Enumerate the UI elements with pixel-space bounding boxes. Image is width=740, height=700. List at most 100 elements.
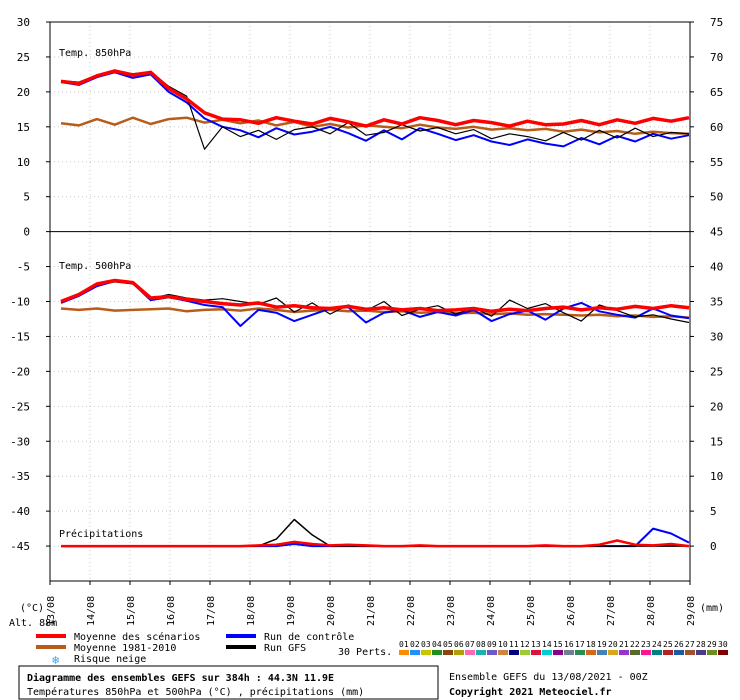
member-swatch bbox=[674, 650, 684, 655]
tick-label-date: 17/08 bbox=[206, 596, 217, 626]
legend-label-mean: Moyenne des scénarios bbox=[74, 631, 200, 643]
tick-label-right: 55 bbox=[710, 156, 723, 169]
line-t850-mean bbox=[60, 69, 690, 128]
member-label: 22 bbox=[630, 640, 640, 649]
member-swatch bbox=[498, 650, 508, 655]
tick-label-left: 25 bbox=[17, 51, 30, 64]
member-swatch bbox=[641, 650, 651, 655]
member-label: 30 bbox=[718, 640, 728, 649]
member-label: 25 bbox=[663, 640, 673, 649]
member-swatch bbox=[696, 650, 706, 655]
member-label: 15 bbox=[553, 640, 563, 649]
tick-label-date: 13/08 bbox=[46, 596, 57, 626]
left-unit-label: (°C) bbox=[20, 603, 44, 614]
member-swatch bbox=[520, 650, 530, 655]
altitude-label: Alt. 88m bbox=[9, 618, 57, 629]
tick-label-right: 30 bbox=[710, 330, 723, 343]
member-swatch bbox=[707, 650, 717, 655]
tick-label-date: 19/08 bbox=[286, 596, 297, 626]
tick-label-right: 15 bbox=[710, 435, 723, 448]
tick-label-date: 16/08 bbox=[166, 596, 177, 626]
member-swatch bbox=[476, 650, 486, 655]
tick-label-left: 10 bbox=[17, 156, 30, 169]
member-swatch bbox=[575, 650, 585, 655]
member-swatch bbox=[597, 650, 607, 655]
tick-label-date: 22/08 bbox=[406, 596, 417, 626]
member-label: 17 bbox=[575, 640, 585, 649]
member-label: 01 bbox=[399, 640, 409, 649]
member-legend: 01 02 03 04 05 06 07 08 09 10 11 12 13 14 15 16 17 18 19 20… bbox=[399, 640, 728, 655]
line-t500-clim bbox=[60, 307, 690, 319]
member-swatch bbox=[509, 650, 519, 655]
tick-label-left: 5 bbox=[23, 191, 30, 204]
member-swatch bbox=[542, 650, 552, 655]
member-label: 05 bbox=[443, 640, 453, 649]
member-swatch bbox=[553, 650, 563, 655]
tick-label-date: 29/08 bbox=[686, 596, 697, 626]
tick-label-left: -35 bbox=[10, 470, 30, 483]
right-unit-label: (mm) bbox=[700, 603, 724, 614]
member-label: 11 bbox=[509, 640, 519, 649]
tick-label-right: 20 bbox=[710, 400, 723, 413]
member-swatch bbox=[531, 650, 541, 655]
line-t500-mean bbox=[60, 278, 690, 314]
tick-label-right: 45 bbox=[710, 226, 723, 239]
tick-label-left: -20 bbox=[10, 365, 30, 378]
tick-label-right: 50 bbox=[710, 191, 723, 204]
tick-label-left: 0 bbox=[23, 226, 30, 239]
member-label: 09 bbox=[487, 640, 497, 649]
member-label: 12 bbox=[520, 640, 530, 649]
tick-label-date: 15/08 bbox=[126, 596, 137, 626]
member-label: 06 bbox=[454, 640, 464, 649]
member-swatch bbox=[465, 650, 475, 655]
line-precip-mean bbox=[61, 539, 690, 548]
member-label: 16 bbox=[564, 640, 574, 649]
member-swatch bbox=[685, 650, 695, 655]
member-label: 14 bbox=[542, 640, 552, 649]
run-info: Ensemble GEFS du 13/08/2021 - 00Z bbox=[449, 672, 648, 683]
member-swatch bbox=[443, 650, 453, 655]
tick-label-right: 25 bbox=[710, 365, 723, 378]
member-label: 23 bbox=[641, 640, 651, 649]
member-label: 27 bbox=[685, 640, 695, 649]
member-label: 24 bbox=[652, 640, 662, 649]
tick-label-date: 23/08 bbox=[446, 596, 457, 626]
tick-label-left: -40 bbox=[10, 505, 30, 518]
tick-label-left: -10 bbox=[10, 296, 30, 309]
series-lines bbox=[60, 69, 690, 548]
tick-label-date: 24/08 bbox=[486, 596, 497, 626]
member-swatch bbox=[652, 650, 662, 655]
tick-label-left: -30 bbox=[10, 435, 30, 448]
tick-label-left: -25 bbox=[10, 400, 30, 413]
tick-label-date: 26/08 bbox=[566, 596, 577, 626]
tick-label-right: 10 bbox=[710, 470, 723, 483]
legend-label-perts: 30 Perts. bbox=[338, 647, 392, 658]
tick-label-right: 0 bbox=[710, 540, 717, 553]
member-swatch bbox=[663, 650, 673, 655]
tick-label-left: 20 bbox=[17, 86, 30, 99]
member-label: 04 bbox=[432, 640, 442, 649]
member-swatch bbox=[564, 650, 574, 655]
tick-label-right: 35 bbox=[710, 296, 723, 309]
member-swatch bbox=[410, 650, 420, 655]
tick-label-right: 65 bbox=[710, 86, 723, 99]
tick-label-right: 40 bbox=[710, 261, 723, 274]
member-label: 10 bbox=[498, 640, 508, 649]
member-swatch bbox=[718, 650, 728, 655]
panel-label-t850: Temp. 850hPa bbox=[59, 48, 131, 59]
member-swatch bbox=[619, 650, 629, 655]
member-label: 08 bbox=[476, 640, 486, 649]
tick-label-left: -15 bbox=[10, 330, 30, 343]
member-label: 21 bbox=[619, 640, 629, 649]
snowflake-icon: ❄ bbox=[52, 653, 59, 667]
member-swatch bbox=[586, 650, 596, 655]
member-label: 02 bbox=[410, 640, 420, 649]
member-swatch bbox=[454, 650, 464, 655]
legend-label-snow: Risque neige bbox=[74, 654, 146, 665]
tick-label-date: 25/08 bbox=[526, 596, 537, 626]
legend-swatch-clim bbox=[36, 645, 66, 649]
legend-swatch-control bbox=[226, 634, 256, 638]
legend: Moyenne des scénarios Moyenne 1981-2010 … bbox=[36, 631, 728, 667]
